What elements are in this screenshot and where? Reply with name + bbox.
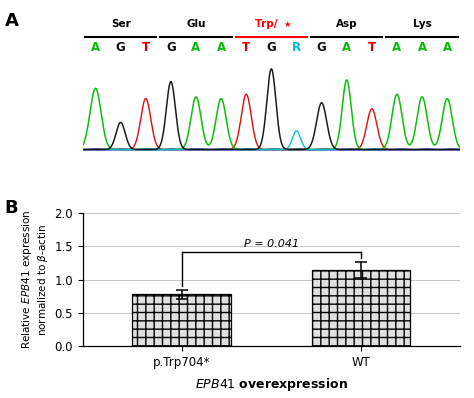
Bar: [312, 270, 410, 346]
Text: T: T: [368, 41, 376, 54]
Text: B: B: [5, 199, 18, 217]
Text: A: A: [5, 12, 18, 30]
Text: A: A: [217, 41, 226, 54]
Text: A: A: [91, 41, 100, 54]
Text: Glu: Glu: [186, 19, 206, 29]
Text: G: G: [166, 41, 176, 54]
Text: A: A: [342, 41, 351, 54]
Text: A: A: [191, 41, 201, 54]
Text: P = 0.041: P = 0.041: [244, 239, 299, 249]
Bar: [132, 295, 231, 346]
Text: G: G: [116, 41, 126, 54]
Text: G: G: [317, 41, 327, 54]
Text: G: G: [266, 41, 276, 54]
Text: R: R: [292, 41, 301, 54]
Text: T: T: [242, 41, 250, 54]
Text: ★: ★: [284, 20, 292, 29]
X-axis label: $\bf{\it{EPB41}}$ $\bf{overexpression}$: $\bf{\it{EPB41}}$ $\bf{overexpression}$: [195, 376, 348, 393]
Text: T: T: [142, 41, 150, 54]
Text: Asp: Asp: [336, 19, 357, 29]
Text: A: A: [418, 41, 427, 54]
Text: Lys: Lys: [413, 19, 431, 29]
Text: A: A: [443, 41, 452, 54]
Text: Trp/: Trp/: [255, 19, 281, 29]
Text: A: A: [392, 41, 401, 54]
Text: Ser: Ser: [111, 19, 130, 29]
Y-axis label: Relative $\it{EPB41}$ expression
normalized to $\it{\beta}$-actin: Relative $\it{EPB41}$ expression normali…: [20, 210, 50, 349]
